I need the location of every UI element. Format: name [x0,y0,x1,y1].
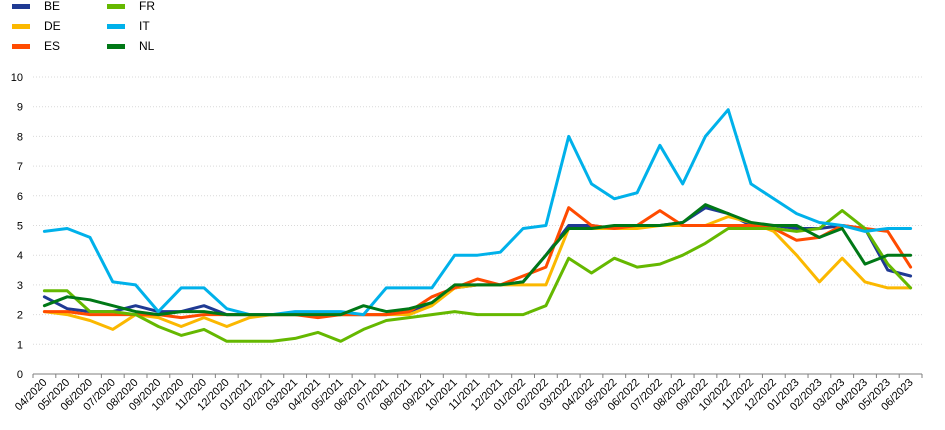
y-axis-tick-labels: 0 1 2 3 4 5 6 7 8 9 10 [11,72,23,381]
series-line-be [42,206,913,317]
legend-swatch [107,24,125,29]
legend-label: DE [44,19,61,33]
y-tick-label: 8 [17,131,23,143]
series-line-fr [42,209,913,343]
y-tick-label: 7 [17,161,23,173]
y-tick-label: 5 [17,221,23,233]
series-line-it [42,108,913,317]
y-tick-label: 4 [17,250,23,262]
legend-item-nl: NL [107,39,155,53]
legend-label: BE [44,0,60,13]
legend-item-be: BE [12,0,60,13]
y-tick-label: 10 [11,72,23,84]
series-line-nl [42,203,913,317]
legend-item-es: ES [12,39,60,53]
series-lines [42,108,913,343]
legend-item-de: DE [12,19,61,33]
x-axis: 04/202005/202006/202007/202008/202009/20… [13,373,923,413]
y-tick-label: 9 [17,102,23,114]
legend-label: ES [44,39,60,53]
legend-swatch [12,44,30,49]
legend-item-it: IT [107,19,150,33]
legend-label: NL [139,39,155,53]
legend-label: IT [139,19,150,33]
legend-swatch [12,4,30,9]
y-tick-label: 3 [17,280,23,292]
y-tick-label: 2 [17,310,23,322]
legend-swatch [107,44,125,49]
y-tick-label: 0 [17,369,23,381]
legend-swatch [107,4,125,9]
y-tick-label: 6 [17,191,23,203]
y-tick-label: 1 [17,339,23,351]
legend-item-fr: FR [107,0,155,13]
legend: BE DE ES FR IT NL [12,0,155,53]
legend-swatch [12,24,30,29]
legend-label: FR [139,0,155,13]
